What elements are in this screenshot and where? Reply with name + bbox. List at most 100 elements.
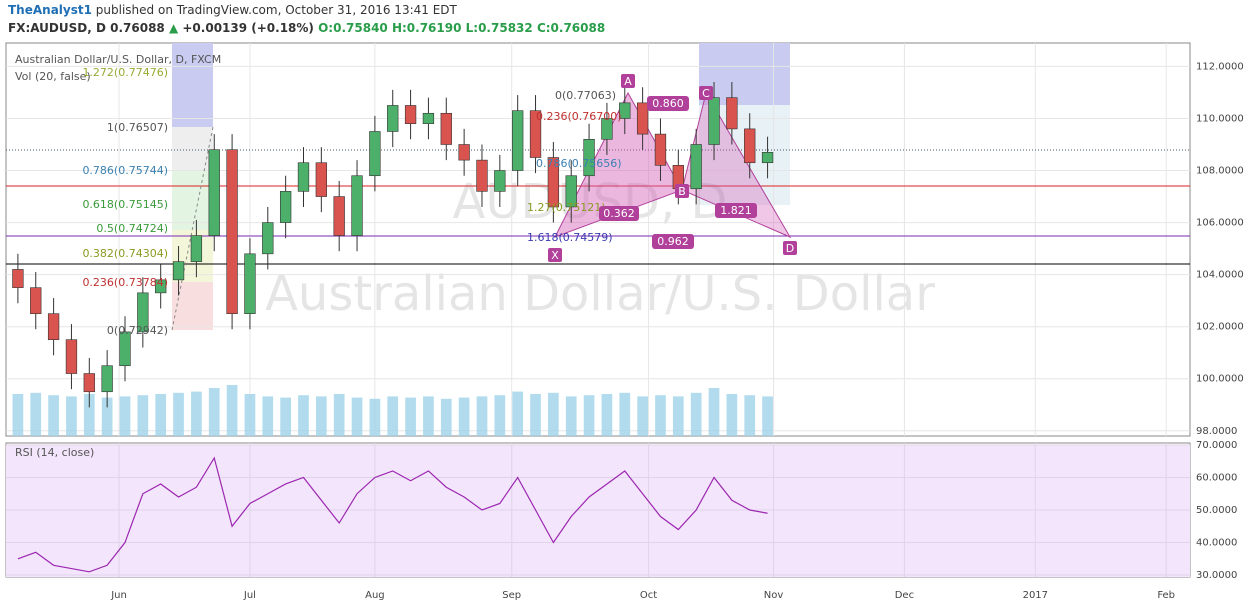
- y-tick-label: 50.0000: [1196, 505, 1237, 516]
- watermark: Australian Dollar/U.S. Dollar: [265, 266, 935, 322]
- author[interactable]: TheAnalyst1: [8, 3, 92, 17]
- x-tick-label: Dec: [895, 590, 914, 601]
- candle-body: [155, 279, 167, 294]
- point-marker: [783, 241, 797, 255]
- volume-bar: [458, 397, 470, 436]
- candle-body: [333, 196, 345, 236]
- symbol: FX:AUDUSD, D: [8, 21, 106, 35]
- candle-body: [636, 102, 649, 135]
- y-tick-label: 106.0000: [1196, 218, 1244, 229]
- fib-label: 0.618(0.75145): [82, 198, 168, 211]
- fib-label: 0.786(0.75656): [536, 157, 622, 170]
- volume-bar: [101, 397, 113, 436]
- candle-body: [744, 128, 756, 164]
- point-label: X: [551, 249, 559, 262]
- ratio-label: 0.962: [657, 235, 689, 248]
- fib-label: 0(0.77063): [555, 89, 616, 102]
- candle-body: [12, 269, 24, 288]
- volume-bar: [672, 396, 684, 436]
- candle-body: [137, 292, 149, 333]
- volume-bar: [440, 398, 452, 436]
- volume-bar: [655, 395, 666, 436]
- low: L:0.75832: [465, 21, 533, 35]
- x-tick-label: Oct: [640, 590, 657, 601]
- x-tick-label: Nov: [764, 590, 784, 601]
- candle-body: [690, 144, 702, 190]
- candle-body: [208, 149, 220, 236]
- volume: [12, 385, 773, 436]
- volume-bar: [601, 394, 613, 436]
- candle-body: [565, 175, 577, 208]
- fib-label: 0.236(0.73784): [82, 276, 168, 289]
- volume-bar: [476, 396, 488, 436]
- point-label: C: [702, 87, 710, 100]
- y-tick-label: 108.0000: [1196, 166, 1244, 177]
- y-tick-label: 100.0000: [1196, 374, 1244, 385]
- point-marker: [548, 248, 562, 262]
- candle-body: [47, 313, 60, 341]
- volume-bar: [548, 392, 559, 436]
- x-tick-label: Jul: [243, 590, 256, 601]
- candle-body: [422, 112, 435, 124]
- candle-body: [369, 131, 381, 177]
- volume-bar: [137, 395, 149, 436]
- publish-info: published on TradingView.com, October 31…: [95, 3, 457, 17]
- y-tick-label: 40.0000: [1196, 538, 1237, 549]
- ratio-box: [652, 234, 694, 249]
- fib-label: 1.618(0.74579): [527, 231, 613, 244]
- volume-bar: [351, 397, 363, 436]
- candle-body: [387, 105, 399, 132]
- candle-body: [547, 157, 560, 208]
- rsi-line: [17, 456, 768, 573]
- y-tick-label: 104.0000: [1196, 270, 1244, 281]
- point-label: A: [624, 75, 632, 88]
- volume-bar: [512, 391, 524, 436]
- open: O:0.75840: [318, 21, 388, 35]
- candle-body: [529, 110, 542, 158]
- volume-bar: [708, 388, 720, 436]
- ratio-box: [715, 203, 757, 218]
- change: +0.00139 (+0.18%): [182, 21, 314, 35]
- y-tick-label: 30.0000: [1196, 570, 1237, 581]
- header-line: TheAnalyst1 published on TradingView.com…: [8, 3, 457, 17]
- candle-body: [583, 138, 595, 177]
- volume-bar: [494, 395, 506, 436]
- candle-body: [30, 287, 42, 314]
- annotations: Australian Dollar/U.S. Dollar, D, FXCM V…: [15, 53, 797, 459]
- volume-bar: [12, 394, 24, 436]
- ratio-label: 1.821: [720, 204, 752, 217]
- candle-body: [226, 149, 238, 314]
- fib-label: 1(0.76507): [107, 121, 168, 134]
- pane-title: Australian Dollar/U.S. Dollar, D, FXCM: [15, 53, 221, 66]
- candle-body: [65, 339, 78, 374]
- y-tick-label: 110.0000: [1196, 113, 1244, 124]
- fib-label: 0.236(0.76700): [536, 110, 622, 123]
- candle-body: [726, 97, 738, 130]
- volume-bar: [66, 396, 77, 436]
- volume-bar: [690, 392, 702, 436]
- candle-body: [404, 105, 417, 124]
- x-tick-label: Feb: [1157, 590, 1175, 601]
- volume-bar: [369, 398, 381, 436]
- candle-body: [654, 133, 667, 166]
- axes: 98.0000 100.0000 102.0000 104.0000 106.0000 1…: [17, 61, 1244, 601]
- point-marker: [675, 184, 689, 198]
- volume-bar: [387, 396, 399, 436]
- point-marker: [621, 74, 635, 88]
- volume-bar: [280, 397, 291, 436]
- candle-body: [244, 253, 256, 314]
- volume-bar: [315, 396, 327, 436]
- candle-body: [476, 159, 488, 192]
- volume-bar: [333, 394, 345, 436]
- volume-bar: [155, 394, 167, 436]
- candles: [12, 82, 774, 408]
- candle-body: [83, 373, 95, 393]
- volume-bar: [173, 392, 184, 436]
- fib-label: 1.272(0.77476): [82, 66, 168, 79]
- y-tick-label: 112.0000: [1196, 61, 1244, 72]
- volume-bar: [423, 396, 434, 436]
- candle-body: [440, 112, 452, 145]
- x-tick-label: Jun: [110, 590, 127, 601]
- candle-body: [494, 170, 506, 192]
